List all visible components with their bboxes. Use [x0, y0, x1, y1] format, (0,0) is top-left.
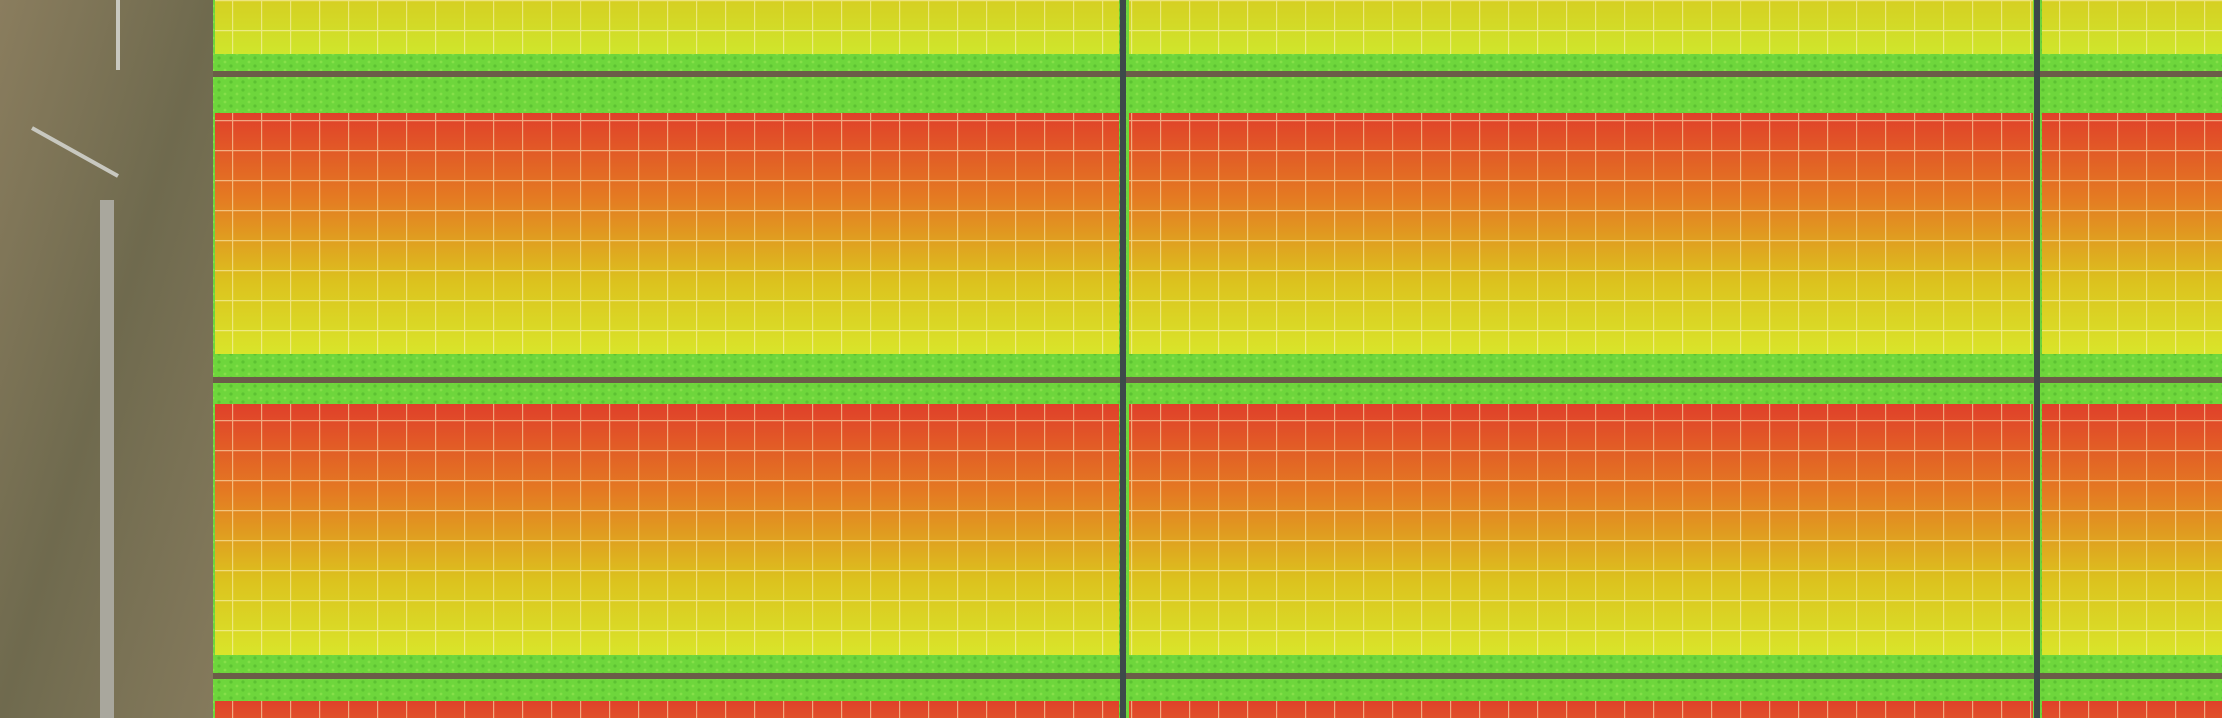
- panel-cell-grid: [1129, 113, 2033, 354]
- pole: [31, 126, 119, 178]
- panel-cell-grid: [215, 701, 1119, 718]
- panel-cell-grid: [1129, 701, 2033, 718]
- panel-cell-grid: [2042, 0, 2222, 54]
- panel-cell-grid: [2042, 113, 2222, 354]
- cable-trench: [213, 377, 2222, 383]
- panel-cell-grid: [2042, 701, 2222, 718]
- panel-cell-grid: [2042, 404, 2222, 655]
- panel-cell-grid: [1129, 0, 2033, 54]
- panel-field: [213, 0, 2222, 718]
- cable-trench: [213, 673, 2222, 679]
- walkway: [100, 200, 114, 718]
- cable-trench: [213, 71, 2222, 77]
- panel-cell-grid: [215, 113, 1119, 354]
- row-separator: [1120, 0, 1126, 718]
- row-separator: [2034, 0, 2040, 718]
- panel-cell-grid: [215, 0, 1119, 54]
- panel-cell-grid: [1129, 404, 2033, 655]
- panel-cell-grid: [215, 404, 1119, 655]
